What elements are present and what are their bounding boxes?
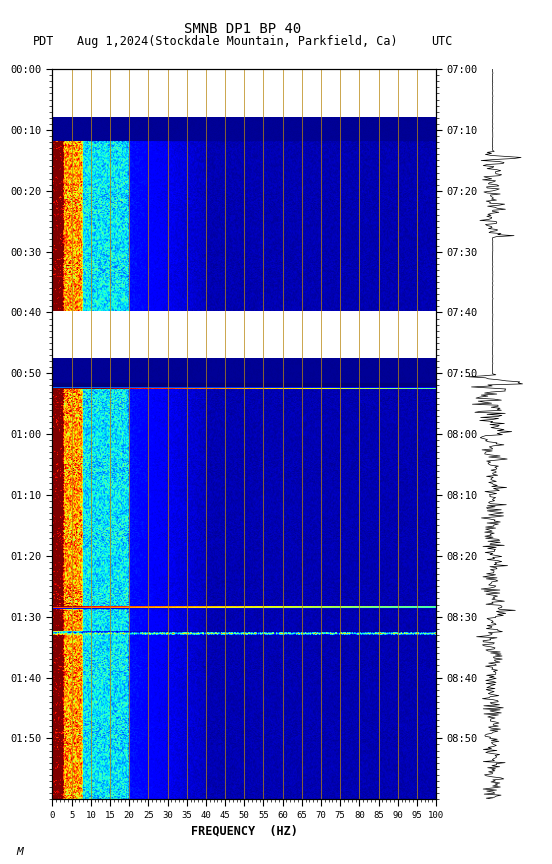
Text: UTC: UTC (431, 35, 453, 48)
Text: SMNB DP1 BP 40: SMNB DP1 BP 40 (184, 22, 301, 35)
Text: PDT: PDT (33, 35, 55, 48)
Text: Aug 1,2024(Stockdale Mountain, Parkfield, Ca): Aug 1,2024(Stockdale Mountain, Parkfield… (77, 35, 397, 48)
X-axis label: FREQUENCY  (HZ): FREQUENCY (HZ) (191, 824, 298, 837)
Text: M: M (17, 848, 23, 857)
